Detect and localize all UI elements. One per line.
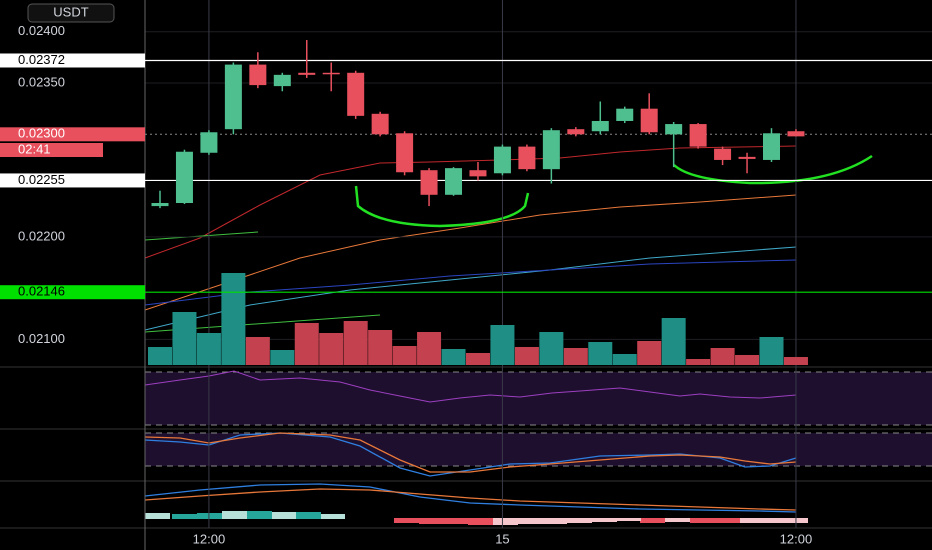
x-tick-label: 15 xyxy=(495,531,509,546)
candle-body xyxy=(567,129,585,135)
y-tick-label: 0.02350 xyxy=(18,74,65,89)
candle-body xyxy=(665,124,683,135)
price-label-box xyxy=(0,173,145,188)
ma-line xyxy=(144,246,797,331)
volume-bar xyxy=(417,332,442,365)
candle-body xyxy=(396,133,414,173)
volume-bar xyxy=(710,348,735,365)
countdown-box xyxy=(0,143,103,157)
price-label: 0.02372 xyxy=(18,52,65,67)
candle-body xyxy=(445,168,463,195)
y-tick-label: 0.02100 xyxy=(18,331,65,346)
volume-bar xyxy=(465,353,490,365)
ma-line xyxy=(144,194,797,311)
stoch-band xyxy=(145,433,932,466)
volume-bar xyxy=(686,359,711,365)
candle-body xyxy=(322,72,340,75)
volume-bar xyxy=(270,350,295,365)
volume-bar xyxy=(539,332,564,365)
candle-body xyxy=(347,72,365,116)
volume-bar xyxy=(759,337,784,365)
candle-body xyxy=(151,203,169,207)
price-label: 0.02146 xyxy=(18,284,65,299)
candle-body xyxy=(224,64,242,130)
macd-histogram xyxy=(394,518,740,525)
cup-drawing xyxy=(673,154,873,185)
volume-bar xyxy=(563,348,588,365)
volume-bar xyxy=(490,325,515,365)
macd-line xyxy=(144,483,797,513)
volume-bar xyxy=(735,355,760,365)
stoch-k xyxy=(144,432,797,477)
volume-bar xyxy=(441,349,466,365)
volume-bar xyxy=(196,333,221,365)
candle-body xyxy=(469,170,487,177)
x-tick-label: 12:00 xyxy=(780,531,813,546)
volume-bar xyxy=(319,333,344,365)
candle-body xyxy=(175,151,193,204)
price-label-box xyxy=(0,53,145,68)
macd-histogram xyxy=(493,518,808,525)
candle-body xyxy=(493,146,511,174)
volume-bar xyxy=(368,330,393,365)
candle-body xyxy=(714,148,732,160)
volume-bar xyxy=(637,341,662,365)
volume-bar xyxy=(245,337,270,365)
y-tick-label: 0.02200 xyxy=(18,228,65,243)
rsi-band xyxy=(145,372,932,425)
ma-line xyxy=(144,145,797,259)
candle-body xyxy=(420,170,438,195)
currency-badge[interactable] xyxy=(27,3,115,23)
cup-drawing xyxy=(354,185,530,228)
macd-histogram xyxy=(145,511,345,519)
current-price-box xyxy=(0,127,145,142)
x-tick-label: 12:00 xyxy=(193,531,226,546)
volume-bar xyxy=(588,342,613,365)
volume-bar xyxy=(514,347,539,365)
volume-bar xyxy=(612,354,637,365)
y-tick-label: 0.02400 xyxy=(18,23,65,38)
candle-body xyxy=(738,156,756,159)
candle-body xyxy=(787,131,805,137)
countdown: 02:41 xyxy=(18,141,51,156)
candle-body xyxy=(200,132,218,153)
candle-body xyxy=(591,120,609,132)
candle-body xyxy=(273,74,291,87)
candle-body xyxy=(518,146,536,170)
stoch-d xyxy=(144,432,797,473)
volume-bar xyxy=(172,312,197,365)
price-label-box xyxy=(0,285,145,300)
candle-body xyxy=(689,124,707,147)
trend-line xyxy=(144,231,259,241)
candle-body xyxy=(616,108,634,121)
volume-bar xyxy=(148,347,172,365)
current-price-label: 0.02300 xyxy=(18,126,65,141)
candle-body xyxy=(249,64,267,86)
volume-bar xyxy=(343,321,368,365)
currency-label[interactable]: USDT xyxy=(53,4,88,19)
macd-signal xyxy=(144,488,797,511)
candle-body xyxy=(298,72,316,75)
volume-bar xyxy=(294,323,319,365)
candle-body xyxy=(763,133,780,160)
volume-bar xyxy=(392,346,417,365)
price-label: 0.02255 xyxy=(18,172,65,187)
candle-body xyxy=(542,130,560,170)
volume-bar xyxy=(661,318,686,365)
rsi-line xyxy=(144,370,797,403)
volume-bar xyxy=(221,273,246,365)
candle-body xyxy=(371,113,389,135)
candle-body xyxy=(640,108,658,133)
volume-bar xyxy=(783,357,808,365)
